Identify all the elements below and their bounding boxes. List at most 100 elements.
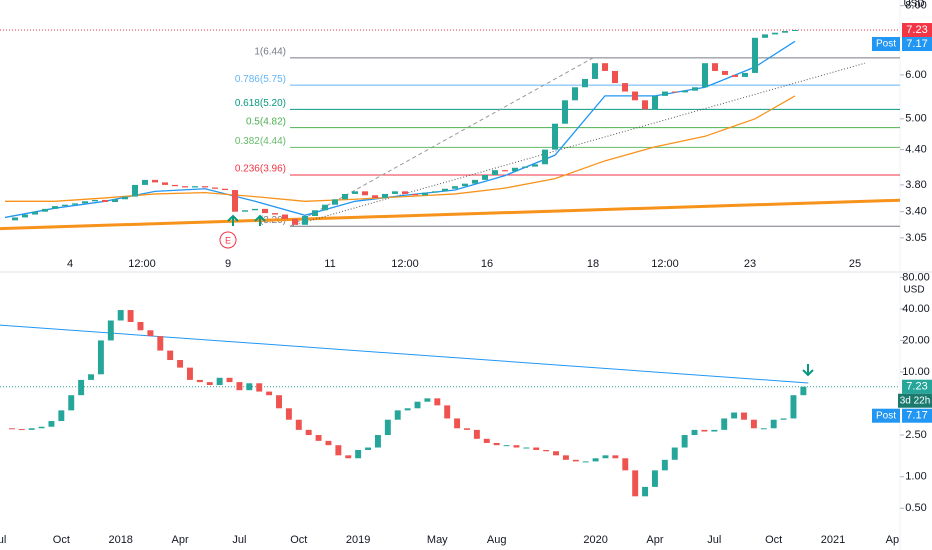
candle [137,321,144,331]
trendline [289,57,594,227]
candle [68,395,75,411]
candle [672,91,678,93]
x-tick-label: ul [0,534,6,546]
candle [592,63,598,79]
x-tick-label: 11 [324,258,335,270]
candle [384,419,391,436]
candle [372,195,378,198]
last-price-label: 7.23 [906,24,927,36]
candle [88,374,94,380]
x-tick-label: Jul [707,534,721,546]
x-tick-label: 2018 [108,534,132,546]
x-tick-label: Apr [172,534,189,546]
candle [732,74,738,77]
candle [572,87,578,101]
signal-arrow [254,214,266,226]
candle [206,382,213,386]
candle [342,193,348,200]
candle [177,360,184,368]
top-panel: 1(6.44) 0.786(5.75) 0.618(5.20) 0.5(4.82) 0.… [0,29,900,231]
earnings-label: E [225,235,231,245]
candle [780,418,787,420]
candle [382,193,388,198]
candle [345,455,352,459]
candle [632,91,638,101]
candle [602,455,609,459]
candle [762,34,768,38]
candle [444,405,451,419]
candle [392,191,398,194]
candle [532,164,538,167]
candle [691,429,698,436]
fib-label: 1(6.44) [254,47,286,58]
last-price-box [902,23,932,38]
y-tick-label: 80.00 [902,271,930,283]
x-tick-label: Oct [765,534,782,546]
candle [731,412,738,419]
candle [92,199,98,202]
signal-arrow [227,214,239,226]
fib-label: 0.5(4.82) [246,116,286,127]
x-tick-label: 12:00 [128,258,156,270]
x-tick-label: 18 [587,258,599,270]
candle [632,470,639,497]
candle [572,459,579,462]
candle [8,428,15,430]
y-tick-label: 20.00 [902,334,930,346]
y-tick-label: 3.80 [905,179,926,191]
candle [315,435,322,441]
candle [252,208,258,211]
candle [202,186,208,188]
post-label: Post [876,39,896,50]
candle [711,429,718,432]
candle [741,412,747,420]
candle [473,429,480,439]
y-tick-label: 2.50 [905,429,926,441]
candle [352,191,358,194]
candle [800,386,807,396]
candle [226,377,233,383]
post-tag [872,37,900,52]
candle [681,435,688,448]
candle [216,377,223,386]
candle [702,63,708,88]
candle [592,458,599,462]
fib-label: 0.236(3.96) [235,164,286,175]
x-tick-label: 2020 [583,534,607,546]
candle [127,310,134,322]
x-tick-label: 16 [481,258,493,270]
candle [652,95,658,110]
trendline [0,198,900,231]
candle [402,191,408,194]
x-tick-label: 12:00 [651,258,679,270]
candle [18,429,25,431]
candle [671,447,678,460]
x-tick-label: Aug [487,534,507,546]
fib-label: 0.786(5.75) [235,74,286,85]
candle [742,72,748,77]
y-tick-label: 8.00 [905,0,926,12]
x-tick-label: Oct [53,534,70,546]
candle [721,418,728,430]
candle [142,179,148,185]
candle [482,174,488,180]
candle [132,184,138,197]
candle [464,428,470,430]
candle [292,218,298,225]
candle [752,37,758,73]
candle [454,418,461,429]
candle [58,410,65,422]
candle [502,170,508,172]
candle [712,63,718,71]
candle [362,191,368,196]
candle [661,459,668,471]
trendline [0,324,809,384]
candle [622,458,629,471]
y-tick-label: 4.40 [905,144,926,156]
candle [722,70,728,75]
trendline [289,62,866,227]
candle [612,455,619,459]
candle [412,193,418,196]
